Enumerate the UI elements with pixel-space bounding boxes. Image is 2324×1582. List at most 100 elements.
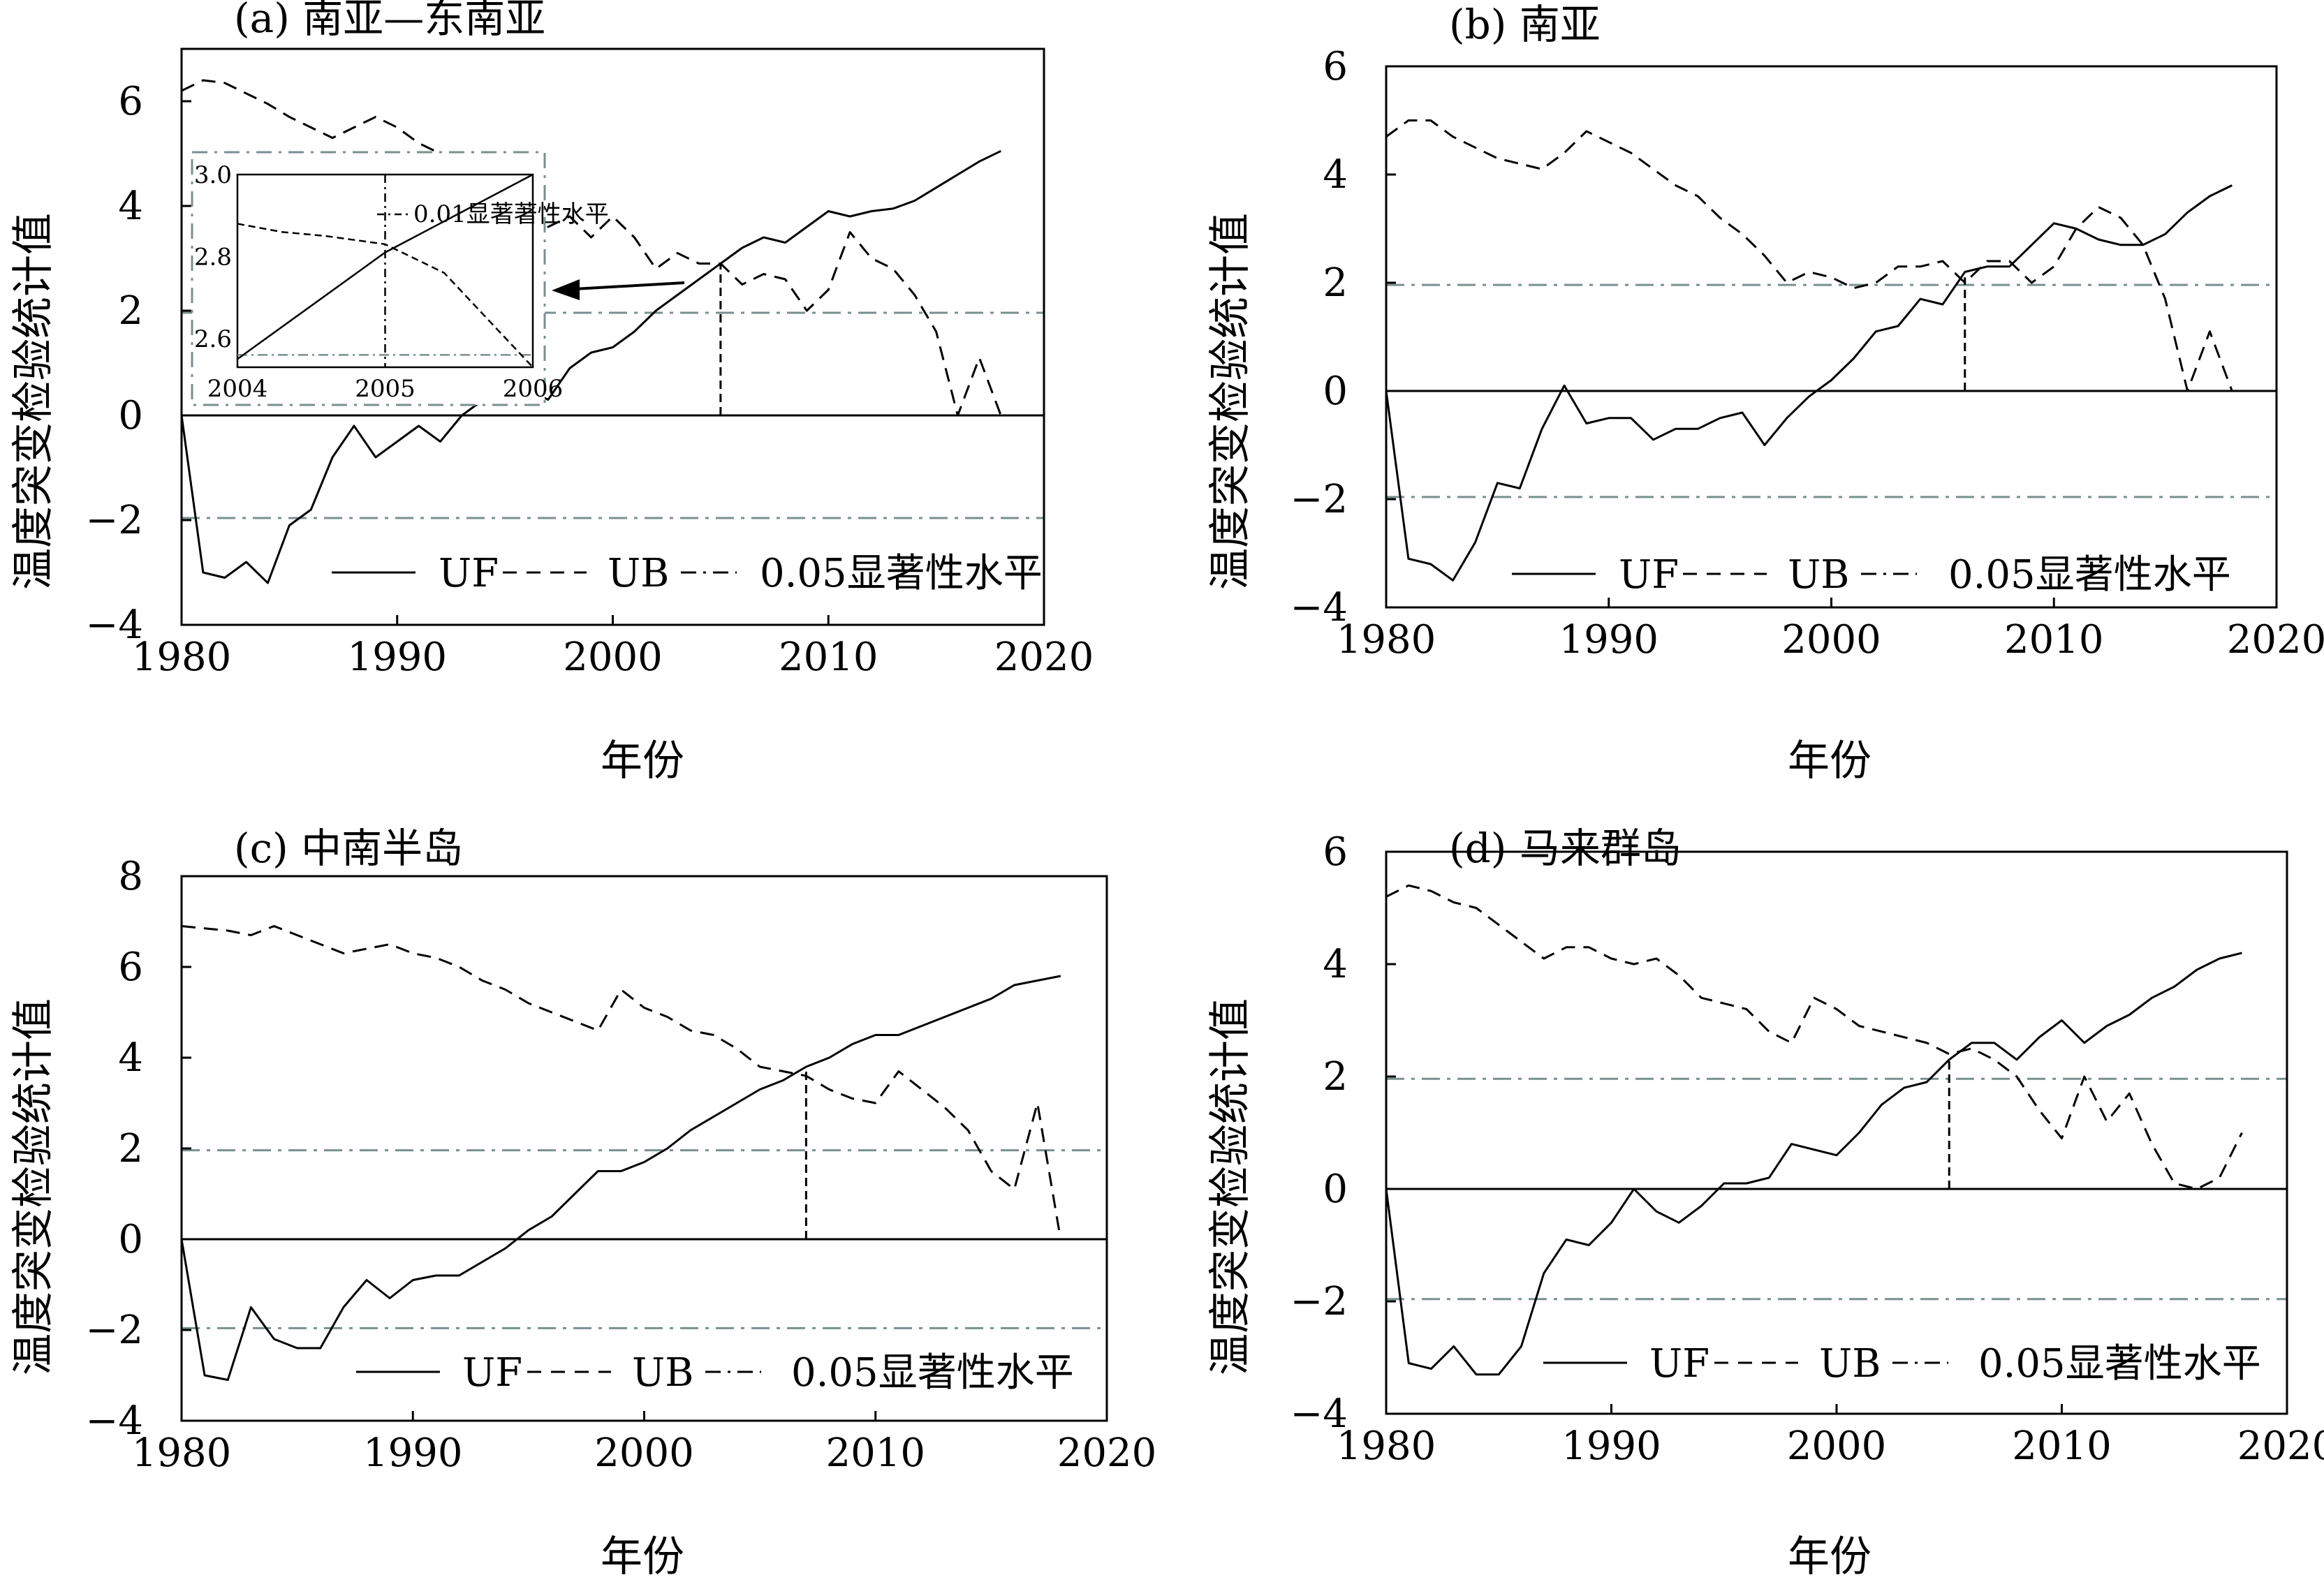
x-tick-label: 1980	[1337, 1424, 1436, 1469]
x-tick-label: 1990	[1559, 617, 1659, 663]
inset-legend-label: 0.01显著著性水平	[413, 200, 609, 228]
y-tick-label: 6	[1323, 829, 1348, 875]
x-tick-label: 1980	[132, 635, 232, 680]
plot-area: 1980 1990 2000 2010 2020 −4 −2 0 2 4 6	[1290, 829, 2324, 1469]
x-tick-label: 2000	[1781, 617, 1881, 663]
legend-uf-label: UF	[1619, 552, 1679, 598]
x-tick-label: 2010	[2012, 1424, 2112, 1469]
legend: UF UB 0.05显著性水平	[332, 551, 1043, 596]
panel-a: (a) 南亚—东南亚 温度突变检验统计值 年份 1980 1990 2000 2010…	[9, 0, 1094, 785]
legend-sig-label: 0.05显著性水平	[791, 1350, 1074, 1396]
y-tick-label: −2	[85, 498, 143, 543]
inset-plot-area: 2004 2005 2006 2.6 2.8 3.0	[194, 161, 563, 403]
y-axis-title: 温度突变检验统计值	[1206, 213, 1255, 590]
x-tick-label: 2010	[779, 635, 878, 680]
panel-c: (c) 中南半岛 温度突变检验统计值 年份 1980 1990 2000 2010 20…	[9, 825, 1156, 1581]
legend-ub-label: UB	[632, 1350, 693, 1396]
legend-sig-label: 0.05显著性水平	[760, 551, 1043, 596]
y-tick-label: 0	[118, 1217, 143, 1262]
plot-area: 1980 1990 2000 2010 2020 −4 −2 0 2 4 6 8	[85, 854, 1156, 1476]
y-tick-label: 6	[118, 79, 143, 124]
x-tick-label: 1990	[363, 1431, 463, 1476]
y-tick-label: 0	[1323, 369, 1348, 414]
x-axis-title: 年份	[1788, 1532, 1871, 1581]
x-tick-label: 2000	[563, 635, 663, 680]
inset-arrow	[561, 281, 685, 291]
y-tick-label: 4	[118, 184, 143, 229]
y-tick-label: −4	[85, 1398, 143, 1444]
legend-uf-label: UF	[462, 1350, 522, 1396]
series-line-uf	[1385, 184, 2233, 582]
x-tick-label: 2000	[594, 1431, 694, 1476]
legend: UF UB 0.05显著性水平	[1512, 552, 2231, 598]
inset-frame	[191, 151, 546, 406]
x-tick-label: 2020	[994, 635, 1094, 680]
y-axis-title: 温度突变检验统计值	[9, 998, 58, 1375]
y-tick-label: −2	[1290, 477, 1348, 522]
series-line-ub	[1385, 884, 2243, 1190]
series-line-ub	[181, 79, 1002, 417]
inset-y-tick-label: 2.8	[194, 243, 232, 271]
plot-area: 1980 1990 2000 2010 2020 −4 −2 0 2 4 6	[1290, 44, 2324, 663]
x-tick-label: 2000	[1787, 1424, 1887, 1469]
series-line-uf	[1385, 952, 2242, 1376]
y-tick-label: 8	[118, 854, 143, 899]
legend-uf-label: UF	[1649, 1341, 1709, 1387]
inset-arrow-head	[552, 279, 580, 300]
panel-d: (d) 马来群岛 温度突变检验统计值 年份 1980 1990 2000 2010 2 0…	[1206, 825, 2324, 1581]
x-tick-label: 1980	[1337, 617, 1436, 663]
inset-x-tick-label: 2004	[207, 375, 268, 403]
x-tick-label: 1990	[1561, 1424, 1661, 1469]
y-tick-label: −4	[1290, 1391, 1348, 1437]
panel-title: (a) 南亚—东南亚	[234, 0, 545, 42]
y-tick-label: 2	[1323, 1054, 1348, 1100]
series-line-uf	[180, 975, 1061, 1381]
legend-ub-label: UB	[1819, 1341, 1881, 1387]
series-line-ub	[1385, 119, 2233, 392]
y-tick-label: 4	[118, 1035, 143, 1081]
y-tick-label: 2	[1323, 260, 1348, 306]
panel-b: (b) 南亚 温度突变检验统计值 年份 1980 1990 2000 2010 2020…	[1206, 1, 2324, 785]
panel-title: (c) 中南半岛	[234, 825, 463, 872]
plot-frame	[1385, 850, 2288, 1415]
y-tick-label: −2	[1290, 1279, 1348, 1324]
x-tick-label: 2010	[825, 1431, 925, 1476]
inset-zoom: 2004 2005 2006 2.6 2.8 3.0 0.01显著著性水平	[191, 151, 685, 406]
y-tick-label: 4	[1323, 152, 1348, 198]
y-tick-label: 4	[1323, 942, 1348, 987]
y-tick-label: 2	[118, 288, 143, 334]
panel-title: (b) 南亚	[1449, 1, 1601, 48]
legend-ub-label: UB	[608, 551, 669, 596]
y-tick-label: −4	[85, 603, 143, 648]
x-axis-title: 年份	[1788, 737, 1871, 785]
y-tick-label: −2	[85, 1308, 143, 1353]
y-tick-label: −4	[1290, 585, 1348, 630]
inset-x-tick-label: 2006	[503, 375, 564, 403]
y-tick-label: 2	[118, 1126, 143, 1171]
y-axis-title: 温度突变检验统计值	[9, 213, 58, 590]
x-axis-title: 年份	[601, 1532, 684, 1581]
legend: UF UB 0.05显著性水平	[356, 1350, 1074, 1396]
x-tick-label: 2020	[1057, 1431, 1157, 1476]
inset-y-tick-label: 2.6	[194, 325, 232, 353]
y-tick-label: 0	[1323, 1167, 1348, 1212]
inset-y-tick-label: 3.0	[194, 161, 232, 189]
legend: UF UB 0.05显著性水平	[1543, 1341, 2261, 1387]
legend-ub-label: UB	[1788, 552, 1849, 598]
plot-frame	[1385, 65, 2278, 609]
inset-series-uf	[237, 173, 534, 360]
plot-area: 1980 1990 2000 2010 2020 −4 −2 0 2 4 6	[85, 47, 1094, 680]
legend-sig-label: 0.05显著性水平	[1978, 1341, 2261, 1387]
legend-uf-label: UF	[439, 551, 499, 596]
x-tick-label: 2020	[2227, 617, 2324, 663]
panel-title: (d) 马来群岛	[1449, 825, 1682, 872]
inset-legend: 0.01显著著性水平	[377, 200, 609, 228]
inset-x-tick-label: 2005	[355, 375, 415, 403]
y-axis-title: 温度突变检验统计值	[1206, 998, 1255, 1375]
inset-series-ub	[237, 223, 534, 368]
x-tick-label: 1980	[132, 1431, 232, 1476]
x-tick-label: 1990	[347, 635, 447, 680]
y-tick-label: 6	[1323, 44, 1348, 89]
legend-sig-label: 0.05显著性水平	[1948, 552, 2231, 598]
series-line-ub	[181, 925, 1062, 1240]
